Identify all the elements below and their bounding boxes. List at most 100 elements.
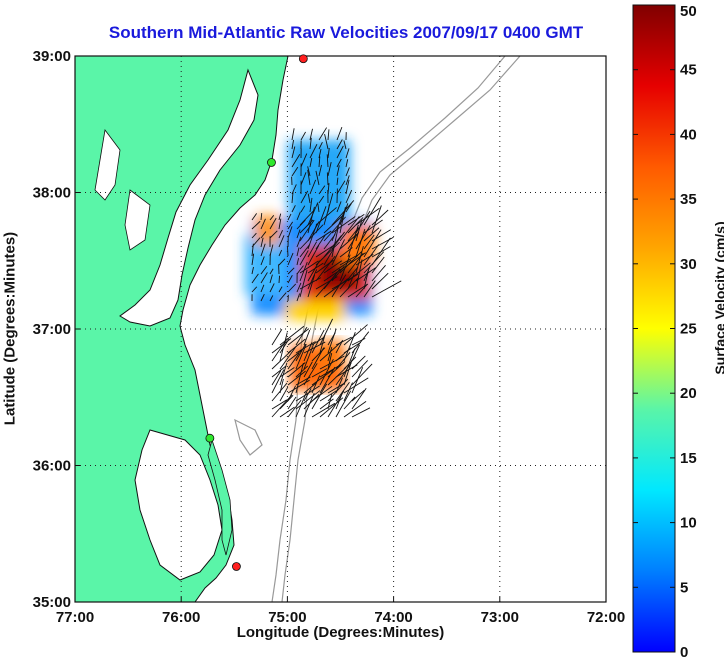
colorbar-tick-label: 20 <box>680 385 697 402</box>
current-vector <box>287 274 293 284</box>
current-vector <box>355 225 371 250</box>
current-vector <box>299 250 309 266</box>
current-vector <box>347 272 355 290</box>
current-vector <box>339 216 360 242</box>
current-vector <box>318 195 325 204</box>
current-vector <box>307 245 320 266</box>
current-vector <box>300 153 308 168</box>
current-vector <box>351 389 365 402</box>
current-vector <box>343 332 356 362</box>
current-vector <box>309 157 313 168</box>
current-vector <box>327 383 344 394</box>
current-vector <box>345 175 350 186</box>
y-tick-label: 35:00 <box>33 594 71 611</box>
current-vector <box>303 343 315 370</box>
current-vector <box>371 256 385 274</box>
x-tick-label: 75:00 <box>268 609 306 626</box>
x-axis-ticks: 77:00 76:00 75:00 74:00 73:00 72:00 <box>56 597 625 626</box>
current-vector <box>251 273 259 284</box>
current-vector <box>363 265 371 282</box>
current-vector <box>323 193 334 226</box>
current-vector <box>303 382 317 394</box>
x-tick-label: 73:00 <box>481 609 519 626</box>
current-vector <box>317 203 320 213</box>
current-vector <box>345 167 350 177</box>
current-vector <box>278 249 283 257</box>
current-vector <box>260 294 265 302</box>
current-vector <box>355 259 363 290</box>
current-vector <box>287 328 310 346</box>
current-vector <box>260 237 264 248</box>
current-vector <box>318 185 326 195</box>
colorbar-tick-label: 40 <box>680 126 697 143</box>
current-vector <box>331 273 359 290</box>
current-vector <box>251 232 257 239</box>
current-vector <box>307 206 315 234</box>
current-vector <box>336 165 340 177</box>
current-vector <box>318 127 328 141</box>
current-vector <box>269 215 275 221</box>
current-vector <box>307 169 311 186</box>
colorbar-tick-label: 25 <box>680 321 697 338</box>
current-vector <box>327 366 347 386</box>
current-vector <box>355 267 377 282</box>
current-vector <box>331 239 345 266</box>
current-vector <box>343 140 347 150</box>
current-vector <box>300 205 306 213</box>
current-vector <box>345 159 349 168</box>
current-vector <box>339 232 360 250</box>
current-vector <box>309 197 313 213</box>
current-vector <box>287 221 294 230</box>
current-vector <box>327 390 345 418</box>
current-vector <box>327 393 333 410</box>
current-vector <box>287 352 300 370</box>
current-vector <box>296 236 302 248</box>
inland-water <box>124 189 151 251</box>
current-vector <box>291 139 295 150</box>
current-vector <box>323 214 344 234</box>
current-vector <box>323 266 345 282</box>
current-vector <box>319 359 334 386</box>
current-vector <box>309 137 312 150</box>
current-vector <box>335 336 352 346</box>
current-vector <box>363 229 382 258</box>
current-vector <box>260 284 265 293</box>
colorbar-ticks: 0 5 10 15 20 25 30 35 40 45 50 <box>633 3 697 659</box>
current-vector <box>323 216 346 242</box>
current-vector <box>363 227 380 242</box>
current-vector <box>319 366 336 394</box>
current-vector <box>311 368 328 378</box>
current-vector <box>336 126 343 141</box>
current-vector <box>336 145 344 159</box>
current-vector <box>295 391 308 418</box>
current-vector <box>355 219 363 242</box>
current-vector <box>347 214 365 226</box>
current-vector <box>251 243 254 257</box>
current-vector <box>311 347 325 370</box>
radar-station-marker <box>298 54 308 64</box>
current-vector <box>339 254 358 266</box>
hf-radar-stations <box>205 54 308 571</box>
current-vector <box>287 362 306 378</box>
current-vector <box>309 143 318 159</box>
current-vector <box>347 252 366 266</box>
current-vector <box>319 355 345 370</box>
current-vector <box>260 256 265 266</box>
current-vector <box>296 282 302 293</box>
current-vector <box>278 218 282 230</box>
current-vector <box>363 251 385 274</box>
current-vector <box>347 224 359 258</box>
current-vector <box>315 276 338 290</box>
current-vector <box>311 329 325 354</box>
current-vector <box>315 234 326 250</box>
current-vector <box>318 156 321 168</box>
current-vector <box>351 407 371 418</box>
current-vector <box>251 220 261 230</box>
current-vector <box>339 254 351 282</box>
current-vector <box>371 280 402 298</box>
current-vector <box>299 224 324 250</box>
x-tick-label: 77:00 <box>56 609 94 626</box>
current-vector <box>303 363 318 386</box>
current-vector <box>323 278 349 298</box>
current-vector <box>287 370 306 386</box>
